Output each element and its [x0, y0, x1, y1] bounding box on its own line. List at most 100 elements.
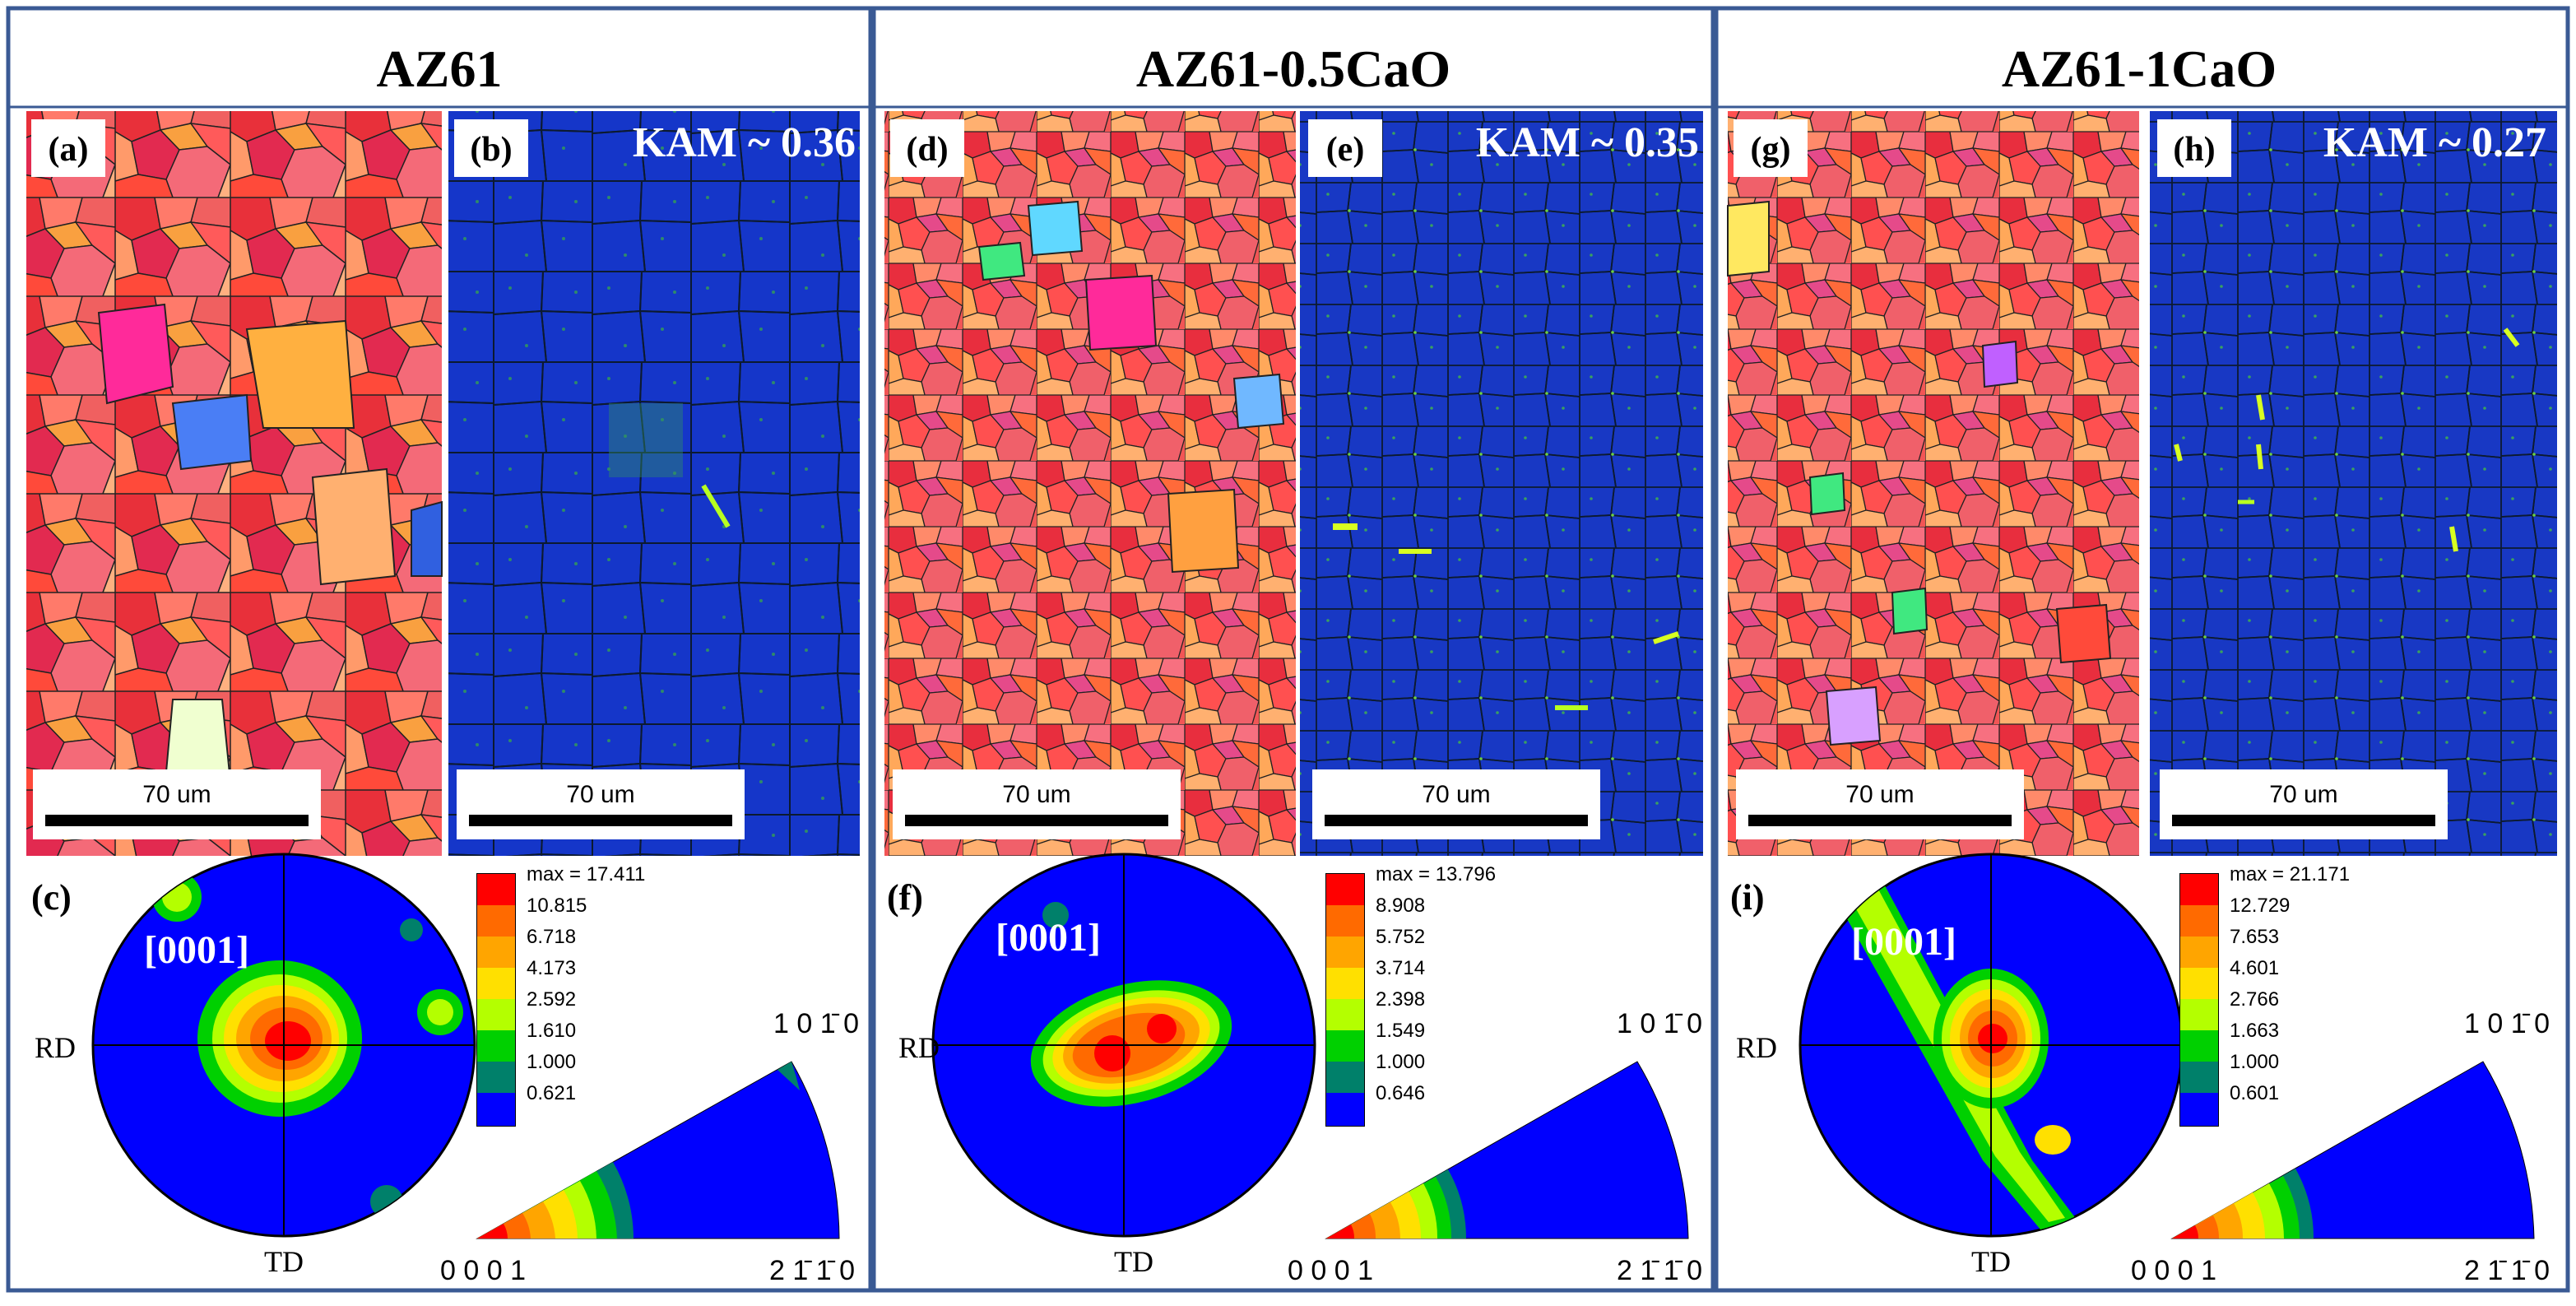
legend-swatch: [2180, 1030, 2218, 1062]
legend-swatch: [2180, 937, 2218, 968]
scale-bar: [1325, 815, 1588, 826]
grain: [1825, 686, 1882, 746]
color-legend: [2179, 873, 2219, 1127]
legend-level: 1.610: [527, 1020, 576, 1042]
grain: [1727, 200, 1770, 277]
ipt-top-label: 1 0 1̄ 0: [773, 1008, 859, 1039]
grain: [171, 393, 253, 471]
kam-map: [2150, 111, 2557, 856]
scale-bar-box: [2160, 769, 2448, 839]
scale-bar: [2172, 815, 2435, 826]
legend-level: 4.173: [527, 957, 576, 979]
kam-value: KAM ~ 0.36: [633, 119, 856, 166]
legend-swatch: [2180, 1062, 2218, 1093]
pole-label: [0001]: [996, 916, 1101, 960]
scale-bar-box: [893, 769, 1181, 839]
color-legend: [476, 873, 516, 1127]
scale-bar-box: [1736, 769, 2024, 839]
scale-bar-label: 70 um: [566, 781, 634, 808]
scale-bar-label: 70 um: [1002, 781, 1070, 808]
panel-title: AZ61-0.5CaO: [1136, 40, 1450, 98]
grain: [1084, 274, 1158, 351]
pole-figure: [931, 853, 1316, 1238]
legend-level: 0.601: [2230, 1082, 2279, 1104]
ipt-top-label: 1 0 1̄ 0: [2464, 1008, 2550, 1039]
ipf-map: [1728, 111, 2139, 856]
panel-label: (d): [906, 131, 948, 169]
kam-hotspot: [609, 403, 683, 477]
legend-swatch: [2180, 968, 2218, 999]
pole-figure: [91, 853, 476, 1238]
kam-value: KAM ~ 0.35: [1476, 119, 1699, 166]
legend-swatch: [1326, 905, 1364, 937]
legend-swatch: [2180, 999, 2218, 1030]
scale-bar-box: [1312, 769, 1600, 839]
pole-figure: [1799, 853, 2184, 1238]
kam-value: KAM ~ 0.27: [2323, 119, 2546, 166]
panel-label: (f): [887, 877, 923, 918]
legend-swatch: [1326, 874, 1364, 905]
panel-label: (a): [49, 131, 89, 169]
grain: [2055, 603, 2112, 664]
kam-hotspot: [2256, 394, 2265, 421]
kam-hotspot: [1653, 631, 1679, 644]
grain: [311, 467, 397, 586]
grain: [977, 241, 1026, 281]
ipt-left-label: 0 0 0 1: [2131, 1255, 2216, 1286]
label-box: [1308, 119, 1382, 177]
pole-label: [0001]: [144, 928, 249, 972]
legend-swatch: [477, 999, 515, 1030]
pole-label: [0001]: [1851, 920, 1956, 964]
td-label: TD: [1971, 1245, 2011, 1278]
label-box: [454, 119, 528, 177]
scale-bar-label: 70 um: [1422, 781, 1490, 808]
legend-swatch: [477, 905, 515, 937]
legend-swatch: [1326, 1093, 1364, 1126]
rd-label: RD: [1736, 1031, 1777, 1064]
ipt-left-label: 0 0 0 1: [1288, 1255, 1373, 1286]
kam-hotspot: [2174, 444, 2183, 462]
ipt-right-label: 2 1̄ 1̄ 0: [1617, 1255, 1702, 1286]
legend-level: 0.646: [1376, 1082, 1425, 1104]
panel-title: AZ61-1CaO: [2002, 40, 2277, 98]
panel-az61-0.5cao: AZ61-0.5CaO (d) 70 um (e) KAM ~ 0.35 70 …: [871, 6, 1715, 1293]
legend-swatch: [1326, 968, 1364, 999]
panel-label: (g): [1751, 131, 1791, 169]
rd-label: RD: [898, 1031, 940, 1064]
grain: [1981, 340, 2019, 388]
inverse-pole-triangle: [2170, 1061, 2535, 1239]
legend-level: 0.621: [527, 1082, 576, 1104]
color-legend: [1325, 873, 1365, 1127]
legend-level: 1.000: [527, 1051, 576, 1073]
legend-level: 8.908: [1376, 895, 1425, 917]
scale-bar: [905, 815, 1168, 826]
kam-hotspot: [701, 484, 731, 528]
scale-bar: [469, 815, 732, 826]
legend-level: 2.766: [2230, 988, 2279, 1011]
legend-swatch: [2180, 874, 2218, 905]
legend-swatch: [477, 937, 515, 968]
panel-title: AZ61: [377, 40, 503, 98]
kam-map: [448, 111, 860, 856]
label-box: [890, 119, 964, 177]
ipt-right-label: 2 1̄ 1̄ 0: [2464, 1255, 2550, 1286]
panel-az61: AZ61 (a) 70 um (b) KAM ~ 0.36 70 um: [6, 6, 873, 1293]
legend-level: 1.000: [2230, 1051, 2279, 1073]
grain: [411, 500, 443, 577]
legend-level: 2.592: [527, 988, 576, 1011]
legend-level: 4.601: [2230, 957, 2279, 979]
inverse-pole-triangle: [476, 1061, 840, 1239]
scale-bar-box: [33, 769, 321, 839]
grain: [1027, 200, 1084, 257]
legend-max: max = 21.171: [2230, 863, 2350, 885]
panel-label: (h): [2173, 131, 2215, 169]
panel-label: (e): [1326, 131, 1365, 169]
legend-level: 5.752: [1376, 926, 1425, 948]
legend-swatch: [1326, 937, 1364, 968]
legend-level: 7.653: [2230, 926, 2279, 948]
legend-level: 1.549: [1376, 1020, 1425, 1042]
grain: [1167, 488, 1240, 574]
scale-bar: [1748, 815, 2012, 826]
ipt-top-label: 1 0 1̄ 0: [1617, 1008, 1702, 1039]
